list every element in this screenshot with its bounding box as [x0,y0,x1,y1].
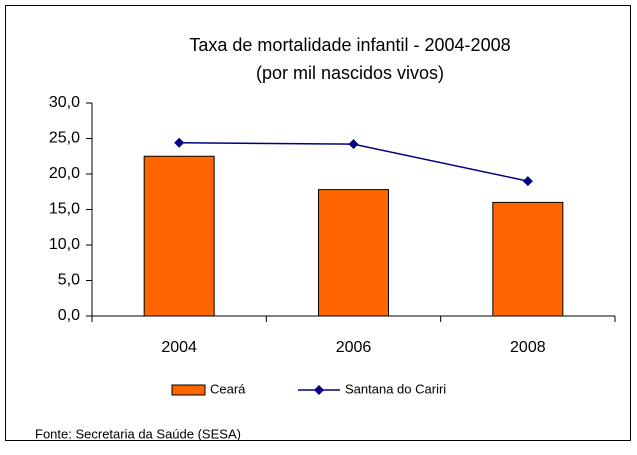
bar [492,201,564,317]
legend-label: Ceará [210,381,246,396]
chart-title: Taxa de mortalidade infantil - 2004-2008 [189,35,510,55]
y-tick-label: 30,0 [49,94,80,111]
y-tick-label: 0,0 [58,307,80,324]
bar [143,155,215,317]
bar [318,189,389,317]
line-marker [522,176,533,187]
chart-subtitle: (por mil nascidos vivos) [256,63,444,83]
line-marker [174,137,185,148]
y-tick-label: 5,0 [58,272,80,289]
legend-marker [314,385,324,395]
line-marker [348,139,359,150]
x-tick-label: 2006 [336,339,372,356]
y-tick-label: 10,0 [49,236,80,253]
y-tick-label: 15,0 [49,201,80,218]
x-tick-label: 2004 [161,339,197,356]
x-tick-label: 2008 [510,339,546,356]
y-tick-label: 25,0 [49,130,80,147]
legend-swatch [171,384,206,396]
legend-label: Santana do Cariri [345,381,446,396]
source-note: Fonte: Secretaria da Saúde (SESA) [35,426,241,441]
y-tick-label: 20,0 [49,165,80,182]
